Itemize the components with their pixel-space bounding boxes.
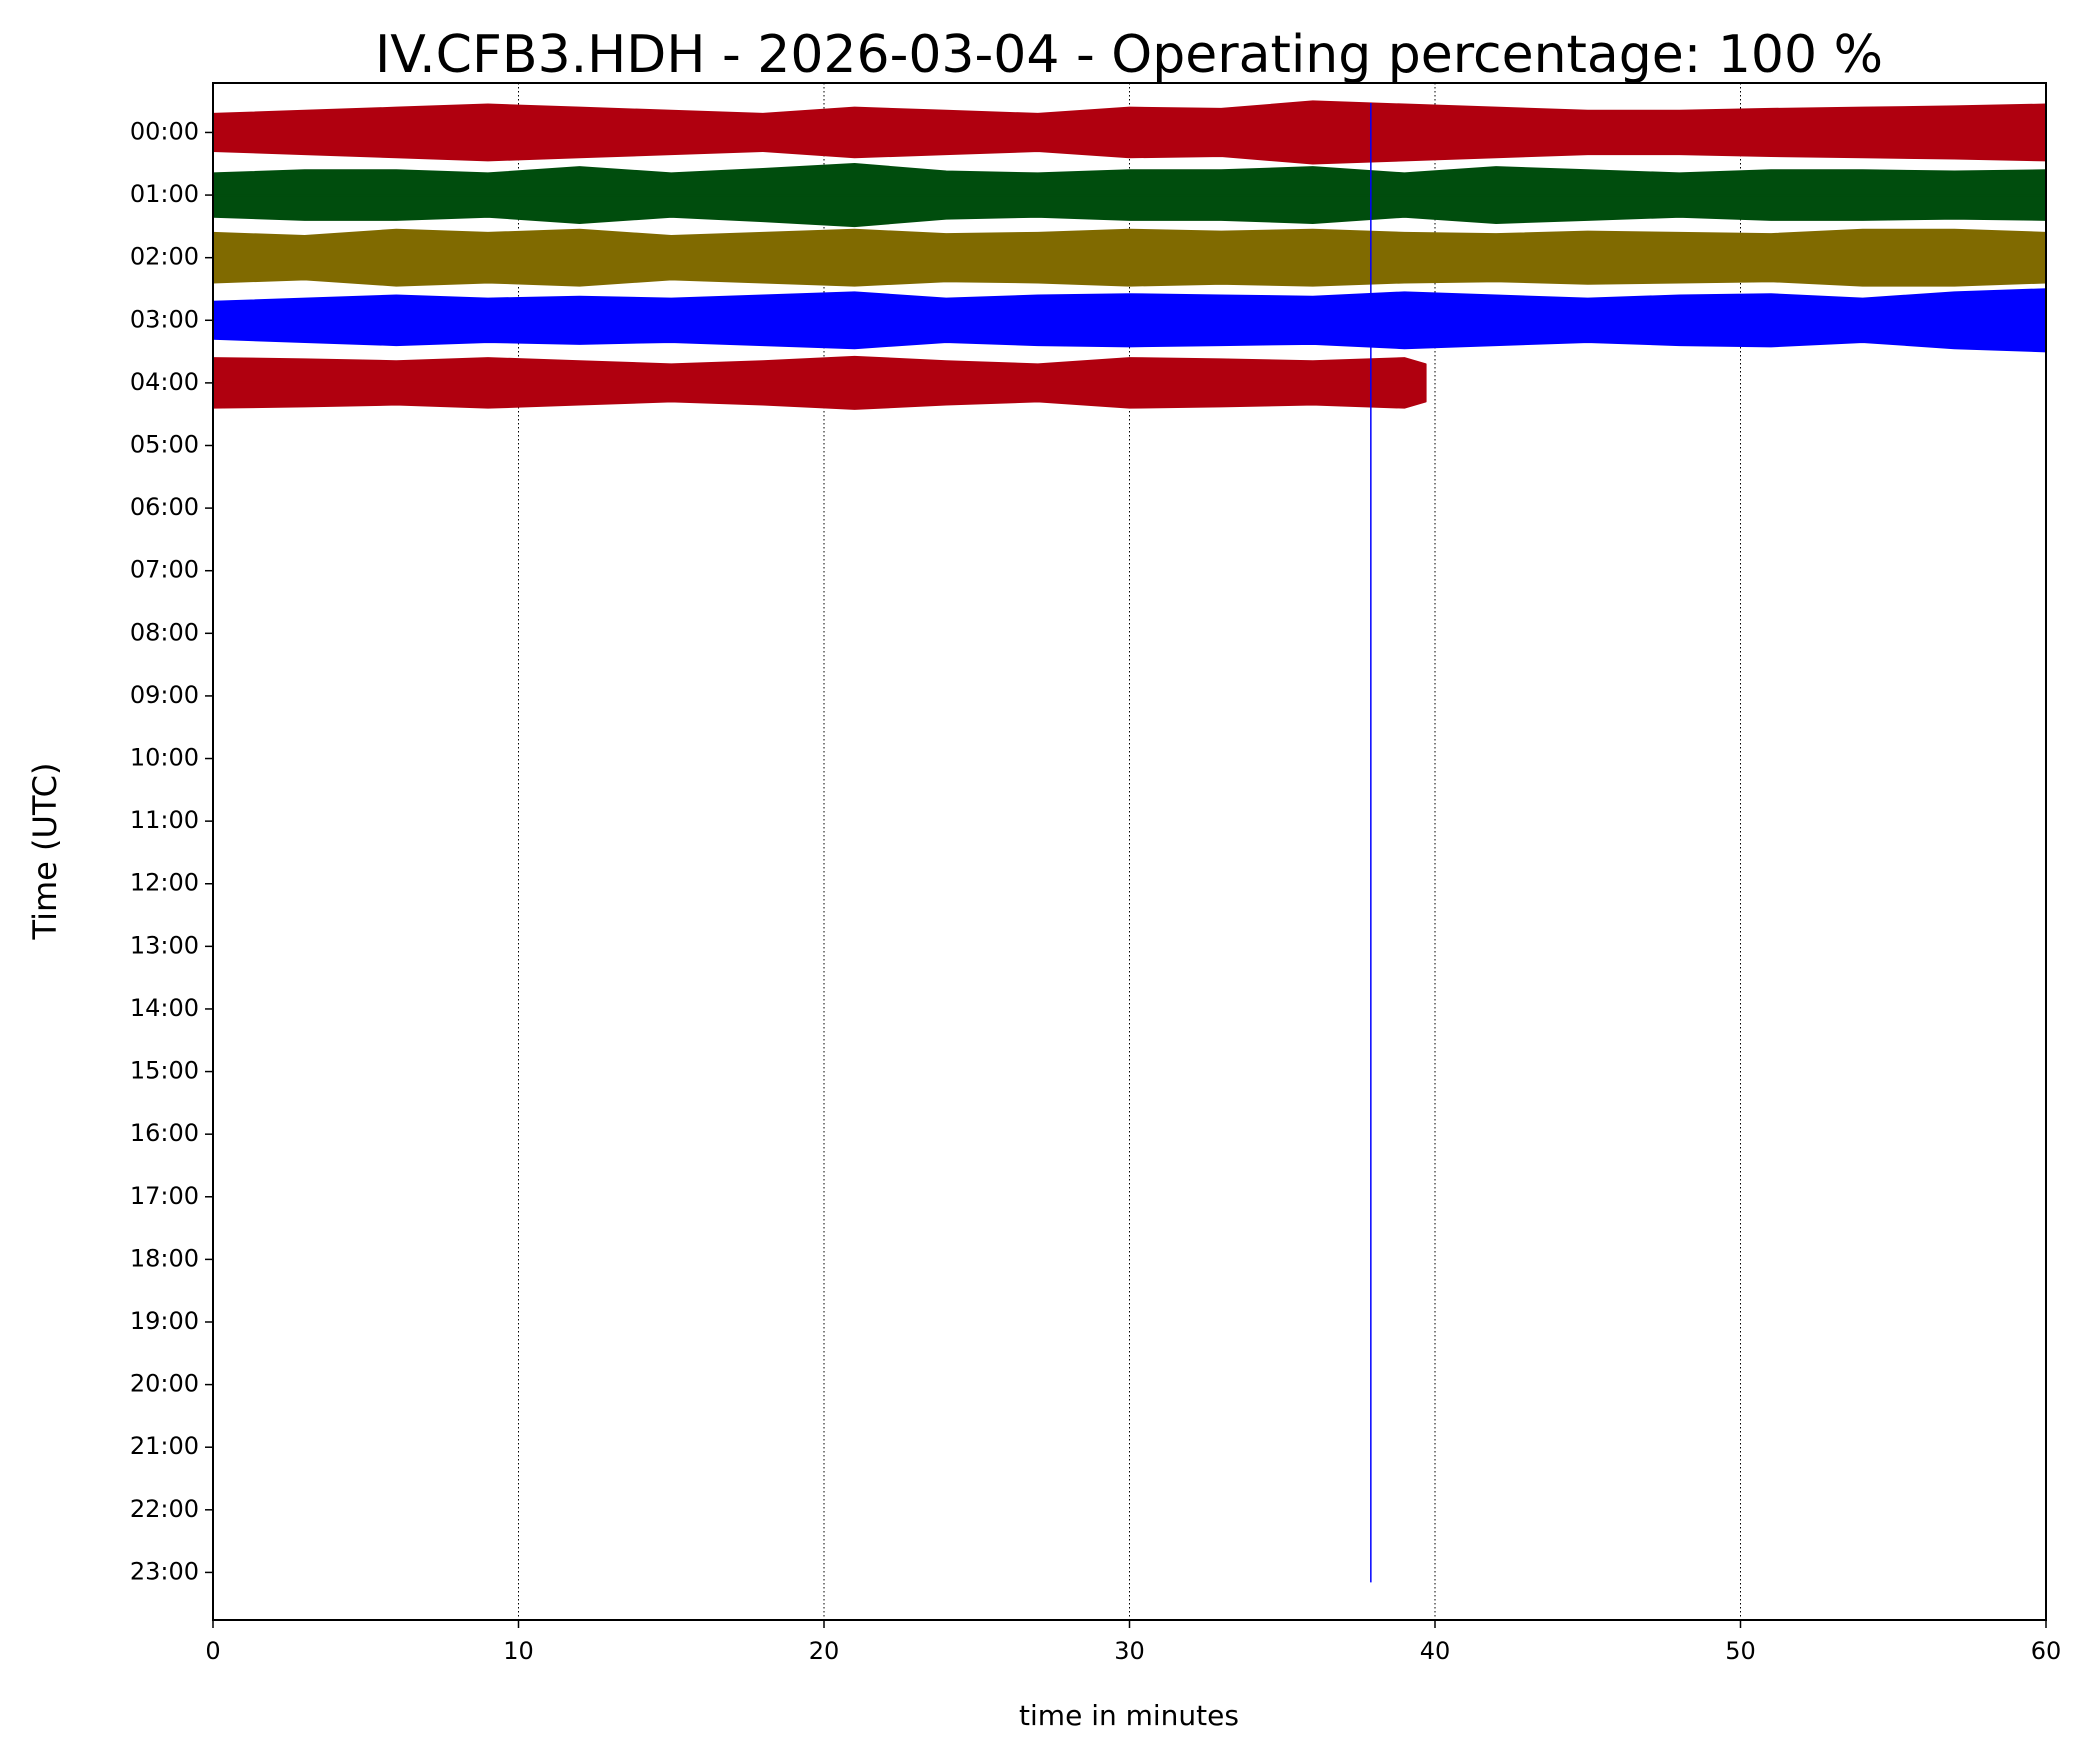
y-tick-label: 02:00 — [130, 243, 199, 271]
y-tick-label: 16:00 — [130, 1119, 199, 1147]
y-tick-label: 21:00 — [130, 1432, 199, 1460]
y-tick-label: 08:00 — [130, 618, 199, 646]
plot-frame — [212, 82, 2047, 1621]
y-tick-label: 20:00 — [130, 1370, 199, 1398]
y-tick-label: 18:00 — [130, 1244, 199, 1272]
y-axis-label: Time (UTC) — [26, 763, 64, 941]
x-tick-label: 20 — [809, 1637, 840, 1665]
y-tick-label: 23:00 — [130, 1557, 199, 1585]
x-tick-label: 0 — [205, 1637, 220, 1665]
y-tick-label: 12:00 — [130, 869, 199, 897]
y-tick-label: 03:00 — [130, 305, 199, 333]
y-tick-label: 14:00 — [130, 994, 199, 1022]
y-tick-label: 13:00 — [130, 931, 199, 959]
y-tick-label: 11:00 — [130, 806, 199, 834]
chart-title: IV.CFB3.HDH - 2026-03-04 - Operating per… — [375, 25, 1883, 85]
y-tick-label: 10:00 — [130, 744, 199, 772]
y-tick-label: 15:00 — [130, 1057, 199, 1085]
y-tick-label: 00:00 — [130, 117, 199, 145]
y-tick-label: 17:00 — [130, 1182, 199, 1210]
y-tick-label: 19:00 — [130, 1307, 199, 1335]
y-tick-label: 09:00 — [130, 681, 199, 709]
y-tick-label: 04:00 — [130, 368, 199, 396]
y-tick-label: 06:00 — [130, 493, 199, 521]
y-tick-label: 05:00 — [130, 430, 199, 458]
x-tick-label: 10 — [503, 1637, 534, 1665]
x-axis-label: time in minutes — [1019, 1699, 1239, 1732]
x-tick-label: 60 — [2031, 1637, 2062, 1665]
x-tick-label: 30 — [1114, 1637, 1145, 1665]
x-tick-label: 40 — [1420, 1637, 1451, 1665]
y-tick-label: 01:00 — [130, 180, 199, 208]
y-tick-label: 07:00 — [130, 556, 199, 584]
y-tick-label: 22:00 — [130, 1495, 199, 1523]
x-tick-label: 50 — [1725, 1637, 1756, 1665]
